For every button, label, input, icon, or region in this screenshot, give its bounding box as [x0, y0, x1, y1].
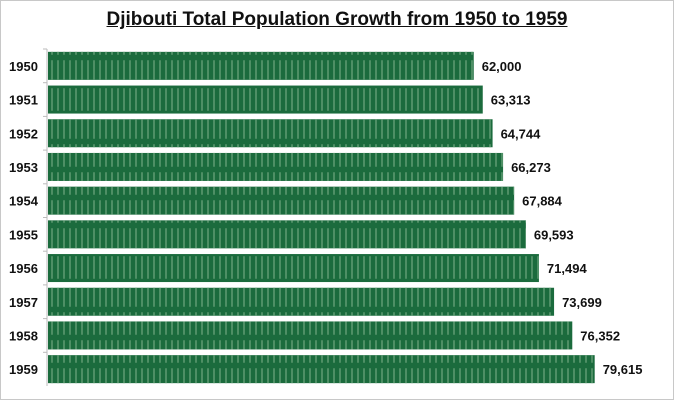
data-label: 66,273 — [511, 160, 551, 175]
y-tick-label: 1951 — [9, 93, 38, 108]
bar-pattern-1950 — [48, 51, 474, 80]
bar-pattern-1951 — [48, 85, 483, 114]
data-label: 64,744 — [501, 126, 542, 141]
bar-pattern-1959 — [48, 355, 595, 384]
y-tick-label: 1958 — [9, 328, 38, 343]
y-tick-label: 1950 — [9, 59, 38, 74]
bar-pattern-1952 — [48, 119, 493, 148]
bar-pattern-1958 — [48, 321, 573, 350]
data-label: 63,313 — [491, 93, 531, 108]
y-tick-label: 1953 — [9, 160, 38, 175]
data-label: 67,884 — [522, 194, 563, 209]
y-tick-label: 1955 — [9, 227, 38, 242]
data-label: 73,699 — [562, 295, 602, 310]
data-label: 76,352 — [580, 328, 620, 343]
y-tick-label: 1954 — [9, 194, 39, 209]
y-tick-label: 1957 — [9, 295, 38, 310]
y-tick-label: 1959 — [9, 362, 38, 377]
bar-pattern-1956 — [48, 254, 539, 283]
bar-pattern-1954 — [48, 186, 515, 215]
bar-pattern-1957 — [48, 287, 555, 316]
y-tick-label: 1956 — [9, 261, 38, 276]
chart-title: Djibouti Total Population Growth from 19… — [106, 9, 568, 30]
data-label: 62,000 — [482, 59, 522, 74]
y-tick-label: 1952 — [9, 126, 38, 141]
data-label: 69,593 — [534, 227, 574, 242]
bar-pattern-1955 — [48, 220, 526, 249]
bar-pattern-1953 — [48, 152, 504, 181]
data-label: 79,615 — [603, 362, 643, 377]
data-label: 71,494 — [547, 261, 588, 276]
